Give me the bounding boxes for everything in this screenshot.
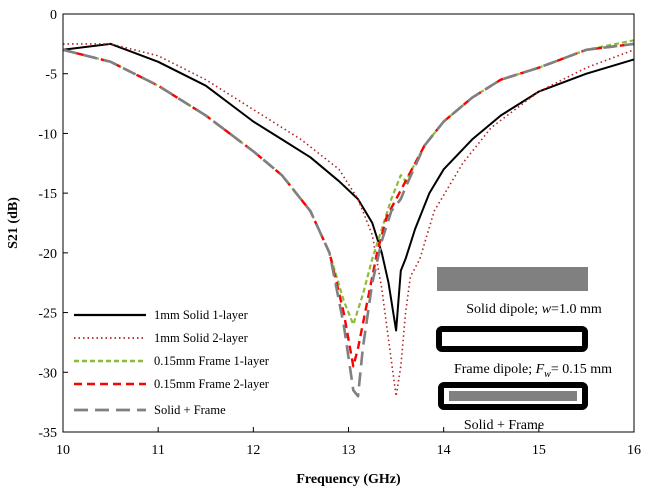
x-axis-title: Frequency (GHz) bbox=[296, 472, 401, 487]
y-tick-label: -15 bbox=[38, 187, 57, 202]
inset-dipoles: Solid dipole; w=1.0 mm Frame dipole; Fw=… bbox=[436, 267, 612, 433]
solid-label-var: w bbox=[542, 302, 552, 317]
x-tick-label: 16 bbox=[627, 443, 641, 458]
series-line-4 bbox=[62, 42, 635, 368]
x-tick-label: 12 bbox=[246, 443, 260, 458]
combo-dipole-label: Solid + Frame bbox=[464, 418, 544, 433]
y-axis-title: S21 (dB) bbox=[6, 197, 21, 249]
x-tick-label: 10 bbox=[56, 443, 70, 458]
frame-dipole-shape bbox=[436, 326, 588, 352]
y-tick-label: -20 bbox=[38, 247, 57, 262]
frame-dipole-label: Frame dipole; Fw= 0.15 mm bbox=[454, 362, 612, 380]
frame-label-suffix: = 0.15 mm bbox=[551, 362, 612, 377]
legend-item: Solid + Frame bbox=[74, 403, 226, 417]
x-tick-label: 15 bbox=[532, 443, 546, 458]
legend-item: 0.15mm Frame 1-layer bbox=[74, 354, 270, 368]
y-tick-label: -10 bbox=[38, 127, 57, 142]
y-tick-label: -5 bbox=[45, 68, 57, 83]
solid-label-suffix: =1.0 mm bbox=[551, 302, 602, 317]
legend-label: 1mm Solid 2-layer bbox=[154, 331, 249, 345]
y-tick-label: -30 bbox=[38, 366, 57, 381]
y-tick-label: -25 bbox=[38, 307, 57, 322]
legend-item: 0.15mm Frame 2-layer bbox=[74, 377, 270, 391]
frame-label-var: F bbox=[535, 362, 545, 377]
solid-label-prefix: Solid dipole; bbox=[466, 302, 541, 317]
x-tick-label: 11 bbox=[151, 443, 164, 458]
legend-label: Solid + Frame bbox=[154, 403, 226, 417]
legend-item: 1mm Solid 1-layer bbox=[74, 308, 249, 322]
series-line-3 bbox=[62, 39, 635, 326]
series-layer bbox=[62, 39, 635, 398]
legend-label: 1mm Solid 1-layer bbox=[154, 308, 249, 322]
legend-label: 0.15mm Frame 1-layer bbox=[154, 354, 270, 368]
x-tick-label: 14 bbox=[437, 443, 451, 458]
combo-dipole-inner bbox=[449, 391, 577, 401]
legend-item: 1mm Solid 2-layer bbox=[74, 331, 249, 345]
legend-label: 0.15mm Frame 2-layer bbox=[154, 377, 270, 391]
ticks-layer: 10 11 12 13 14 15 16 0 -5 -10 -15 -20 -25 -30 -35 bbox=[38, 8, 641, 458]
frame-label-sub: w bbox=[544, 369, 551, 380]
y-tick-label: 0 bbox=[50, 8, 57, 23]
legend: 1mm Solid 1-layer 1mm Solid 2-layer 0.15… bbox=[74, 308, 270, 417]
solid-dipole-shape bbox=[437, 267, 588, 291]
series-line-5 bbox=[62, 42, 635, 398]
x-tick-label: 13 bbox=[342, 443, 356, 458]
solid-dipole-label: Solid dipole; w=1.0 mm bbox=[466, 302, 602, 317]
frame-label-prefix: Frame dipole; bbox=[454, 362, 536, 377]
series-line-1 bbox=[62, 42, 635, 332]
y-tick-label: -35 bbox=[38, 426, 57, 441]
